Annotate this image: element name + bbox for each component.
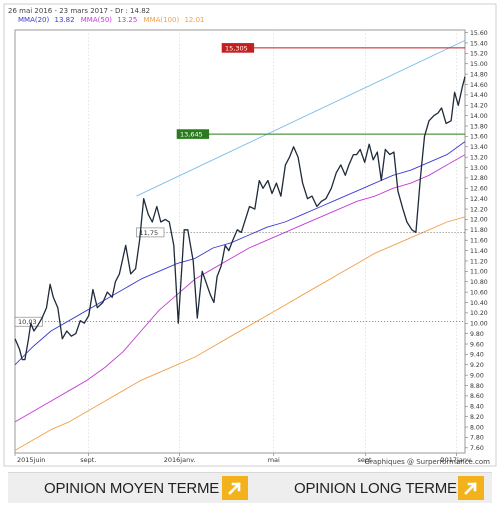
arrow-up-right-icon (458, 476, 484, 500)
level-label-box (14, 316, 43, 327)
y-tick-label: 13.00 (470, 165, 488, 172)
y-tick-label: 12.60 (470, 186, 488, 193)
y-tick-label: 9.60 (470, 341, 484, 348)
chart-canvas: 15,305 13,645 11,75 10,03 7.60 7.80 8.00 8.20 8… (3, 3, 497, 467)
stock-chart: 15,305 13,645 11,75 10,03 7.60 7.80 8.00 8.20 8… (3, 3, 497, 467)
level-label: 13,645 (180, 130, 203, 138)
y-tick-label: 11.80 (470, 227, 488, 234)
y-tick-label: 11.60 (470, 238, 488, 245)
y-tick-label: 7.80 (470, 435, 484, 442)
legend-mma50-value: 13.25 (117, 16, 137, 24)
y-tick-label: 8.20 (470, 414, 484, 421)
level-label-box (221, 43, 255, 53)
y-tick-label: 13.60 (470, 134, 488, 141)
y-tick-label: 15.00 (470, 61, 488, 68)
y-tick-label: 8.60 (470, 393, 484, 400)
y-tick-label: 8.40 (470, 404, 484, 411)
trend-line (136, 39, 466, 197)
legend-mma20-value: 13.82 (54, 16, 74, 24)
x-tick-label: 2015juin (17, 456, 45, 464)
legend-mma100-label: MMA(100) (144, 16, 180, 24)
y-tick-label: 11.40 (470, 248, 488, 255)
opinion-medium-term-label: OPINION MOYEN TERME (44, 479, 220, 497)
plot-area (14, 29, 466, 454)
y-tick-label: 12.40 (470, 196, 488, 203)
y-tick-label: 10.00 (470, 321, 488, 328)
legend-mma100-value: 12.01 (184, 16, 204, 24)
legend-mma20-label: MMA(20) (18, 16, 50, 24)
level-label-box (176, 129, 210, 139)
y-tick-label: 9.40 (470, 352, 484, 359)
x-tick-label: sept. (357, 456, 373, 464)
y-tick-label: 13.80 (470, 123, 488, 130)
y-tick-label: 14.00 (470, 113, 488, 120)
opinion-long-term-label: OPINION LONG TERME (294, 479, 457, 497)
opinion-bar: OPINION MOYEN TERME OPINION LONG TERME (8, 472, 492, 503)
price-line (14, 76, 466, 361)
y-tick-label: 10.40 (470, 300, 488, 307)
y-tick-label: 12.20 (470, 206, 488, 213)
y-tick-label: 15.20 (470, 51, 488, 58)
y-tick-label: 7.60 (470, 445, 484, 452)
level-label-box (136, 227, 165, 238)
chart-legend: MMA(20) 13.82 MMA(50) 13.25 MMA(100) 12.… (18, 16, 205, 24)
chart-credit: Graphiques @ Surperformance.com (365, 458, 491, 466)
y-tick-label: 13.20 (470, 154, 488, 161)
y-tick-label: 10.80 (470, 279, 488, 286)
x-tick-label: sept. (80, 456, 96, 464)
y-tick-label: 8.80 (470, 383, 484, 390)
level-label: 10,03 (18, 318, 37, 326)
legend-mma50-label: MMA(50) (81, 16, 113, 24)
y-tick-label: 9.80 (470, 331, 484, 338)
level-label: 11,75 (140, 229, 159, 237)
chart-title: 26 mai 2016 - 23 mars 2017 - Dr : 14.82 (8, 7, 150, 15)
y-tick-label: 14.40 (470, 92, 488, 99)
y-tick-label: 8.00 (470, 424, 484, 431)
y-tick-label: 15.40 (470, 40, 488, 47)
y-tick-label: 12.00 (470, 217, 488, 224)
y-tick-label: 12.80 (470, 175, 488, 182)
y-tick-label: 11.00 (470, 269, 488, 276)
y-tick-label: 13.40 (470, 144, 488, 151)
opinion-long-term: OPINION LONG TERME (294, 473, 457, 503)
y-tick-label: 10.20 (470, 310, 488, 317)
y-tick-label: 15.60 (470, 30, 488, 37)
x-tick-label: 2017janv. (441, 456, 473, 464)
level-label: 15,305 (225, 44, 248, 52)
x-tick-label: 2016janv. (164, 456, 196, 464)
y-tick-label: 14.80 (470, 71, 488, 78)
moving-average-line (14, 216, 466, 451)
x-tick-label: mai (268, 456, 280, 464)
y-tick-label: 11.20 (470, 258, 488, 265)
y-tick-label: 14.60 (470, 82, 488, 89)
arrow-up-right-icon (222, 476, 248, 500)
y-tick-label: 14.20 (470, 103, 488, 110)
y-tick-label: 9.00 (470, 372, 484, 379)
y-tick-label: 10.60 (470, 289, 488, 296)
opinion-medium-term: OPINION MOYEN TERME (44, 473, 219, 503)
moving-average-line (14, 154, 466, 423)
y-tick-label: 9.20 (470, 362, 484, 369)
